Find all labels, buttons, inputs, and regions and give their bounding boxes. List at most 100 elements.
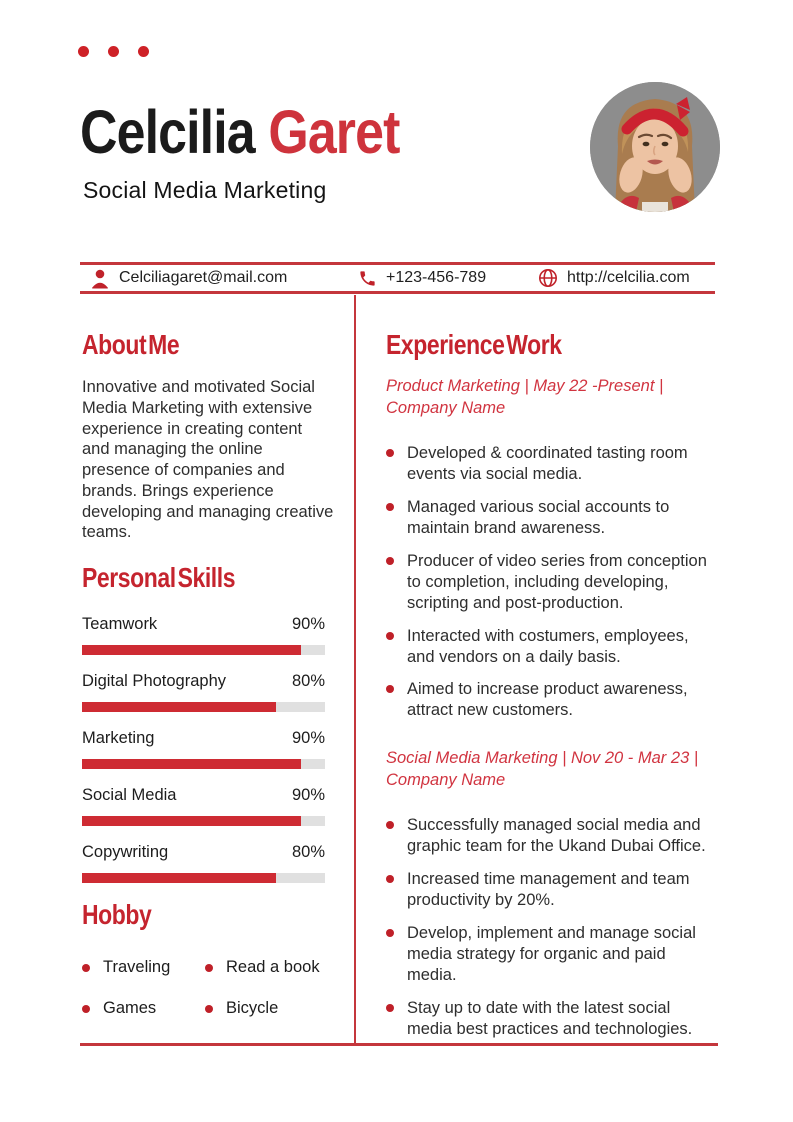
- bullet-icon: [82, 963, 90, 972]
- bullet-text: Develop, implement and manage social med…: [407, 924, 696, 984]
- about-title: About Me: [82, 329, 180, 360]
- about-text: Innovative and motivated Social Media Ma…: [82, 378, 334, 542]
- bullet-icon: [386, 448, 394, 457]
- skill-percent: 80%: [291, 843, 325, 861]
- bullet-text: Managed various social accounts to maint…: [407, 497, 670, 537]
- bullet-item: Interacted with costumers, employees, an…: [386, 626, 718, 668]
- person-icon: [92, 269, 108, 288]
- contact-email: Celciliagaret@mail.com: [90, 265, 287, 291]
- job-heading: Social Media Marketing | Nov 20 - Mar 23…: [386, 748, 718, 792]
- skill-label: Digital Photography: [82, 672, 227, 690]
- dot-icon: [108, 46, 119, 57]
- experience-title: Experience Work: [386, 329, 562, 360]
- job-heading-line2: Company Name: [386, 771, 506, 790]
- bullet-item: Increased time management and team produ…: [386, 869, 718, 911]
- hobby-label: Bicycle: [226, 999, 279, 1017]
- skill-bar: [82, 702, 325, 712]
- skill-row: Marketing 90%: [82, 729, 325, 769]
- section-hobby: Hobby Traveling Read a book Games Bicycl…: [82, 899, 352, 1018]
- bullet-icon: [82, 1004, 90, 1013]
- skill-label: Copywriting: [82, 843, 169, 861]
- bullet-icon: [386, 929, 394, 938]
- hobby-label: Games: [103, 999, 157, 1017]
- decor-dots: [78, 46, 149, 57]
- skill-bar: [82, 873, 325, 883]
- person-name: Celcilia Garet: [80, 100, 400, 164]
- contact-phone-label: +123-456-789: [386, 269, 487, 286]
- bullet-icon: [386, 556, 394, 565]
- contact-email-label: Celciliagaret@mail.com: [119, 269, 288, 286]
- bullet-icon: [386, 1003, 394, 1012]
- bullet-text: Increased time management and team produ…: [407, 870, 690, 910]
- skill-label: Teamwork: [82, 615, 158, 633]
- skill-percent: 90%: [291, 729, 325, 747]
- hobby-item: Bicycle: [205, 999, 352, 1018]
- skill-percent: 90%: [291, 615, 325, 633]
- skill-bar-fill: [82, 702, 277, 712]
- bullet-item: Managed various social accounts to maint…: [386, 497, 718, 539]
- skill-row: Digital Photography 80%: [82, 672, 325, 712]
- contact-phone: +123-456-789: [358, 265, 486, 291]
- bullet-text: Aimed to increase product awareness, att…: [407, 680, 688, 720]
- bullet-item: Aimed to increase product awareness, att…: [386, 679, 718, 721]
- bottom-rule: [80, 1043, 718, 1046]
- bullet-icon: [386, 631, 394, 640]
- skill-percent: 90%: [291, 786, 325, 804]
- bullet-icon: [386, 502, 394, 511]
- skill-bar-fill: [82, 816, 301, 826]
- bullet-icon: [386, 821, 394, 830]
- skill-row: Social Media 90%: [82, 786, 325, 826]
- column-divider: [354, 295, 356, 1043]
- hobby-item: Traveling: [82, 958, 205, 977]
- contact-website: http://celcilia.com: [538, 265, 690, 291]
- job-heading: Product Marketing | May 22 -Present | Co…: [386, 376, 718, 420]
- dot-icon: [78, 46, 89, 57]
- contact-website-label: http://celcilia.com: [567, 269, 690, 286]
- bullet-item: Successfully managed social media and gr…: [386, 815, 718, 857]
- skill-percent: 80%: [291, 672, 325, 690]
- bullet-item: Developed & coordinated tasting room eve…: [386, 443, 718, 485]
- first-name: Celcilia: [80, 98, 269, 166]
- avatar: [590, 82, 720, 212]
- skill-bar: [82, 816, 325, 826]
- bullet-icon: [386, 685, 394, 694]
- skills-title: Personal Skills: [82, 562, 236, 593]
- section-about: About Me Innovative and motivated Social…: [82, 329, 334, 543]
- job-title: Social Media Marketing: [83, 177, 327, 203]
- bullet-text: Producer of video series from conception…: [407, 551, 707, 612]
- contact-bar: Celciliagaret@mail.com +123-456-789 http…: [80, 262, 715, 294]
- hobby-item: Games: [82, 999, 205, 1018]
- skill-label: Marketing: [82, 729, 155, 747]
- skills-list: Teamwork 90% Digital Photography 80% Mar…: [82, 615, 325, 883]
- hobby-label: Traveling: [103, 958, 171, 976]
- section-experience: Experience Work Product Marketing | May …: [386, 329, 718, 1040]
- bullet-text: Stay up to date with the latest social m…: [407, 998, 693, 1038]
- bullet-icon: [205, 963, 213, 972]
- skill-bar-fill: [82, 873, 277, 883]
- dot-icon: [138, 46, 149, 57]
- bullet-text: Developed & coordinated tasting room eve…: [407, 443, 688, 483]
- bullet-item: Stay up to date with the latest social m…: [386, 998, 718, 1040]
- job-heading-line1: Social Media Marketing | Nov 20 - Mar 23…: [386, 749, 699, 768]
- globe-icon: [539, 269, 557, 287]
- phone-icon: [360, 270, 375, 286]
- hobby-item: Read a book: [205, 958, 352, 977]
- skill-row: Copywriting 80%: [82, 843, 325, 883]
- job-bullets: Successfully managed social media and gr…: [386, 815, 718, 1040]
- portrait-photo-icon: [590, 82, 720, 212]
- bullet-icon: [386, 875, 394, 884]
- bullet-text: Interacted with costumers, employees, an…: [407, 626, 689, 666]
- bullet-item: Develop, implement and manage social med…: [386, 923, 718, 986]
- skill-row: Teamwork 90%: [82, 615, 325, 655]
- skill-label: Social Media: [82, 786, 177, 804]
- job-bullets: Developed & coordinated tasting room eve…: [386, 443, 718, 721]
- last-name: Garet: [268, 98, 400, 166]
- skill-bar-fill: [82, 759, 301, 769]
- section-skills: Personal Skills Teamwork 90% Digital Pho…: [82, 562, 325, 900]
- skill-bar: [82, 645, 325, 655]
- skill-bar: [82, 759, 325, 769]
- hobby-list: Traveling Read a book Games Bicycle: [82, 958, 352, 1018]
- job-heading-line2: Company Name: [386, 398, 506, 417]
- skill-bar-fill: [82, 645, 301, 655]
